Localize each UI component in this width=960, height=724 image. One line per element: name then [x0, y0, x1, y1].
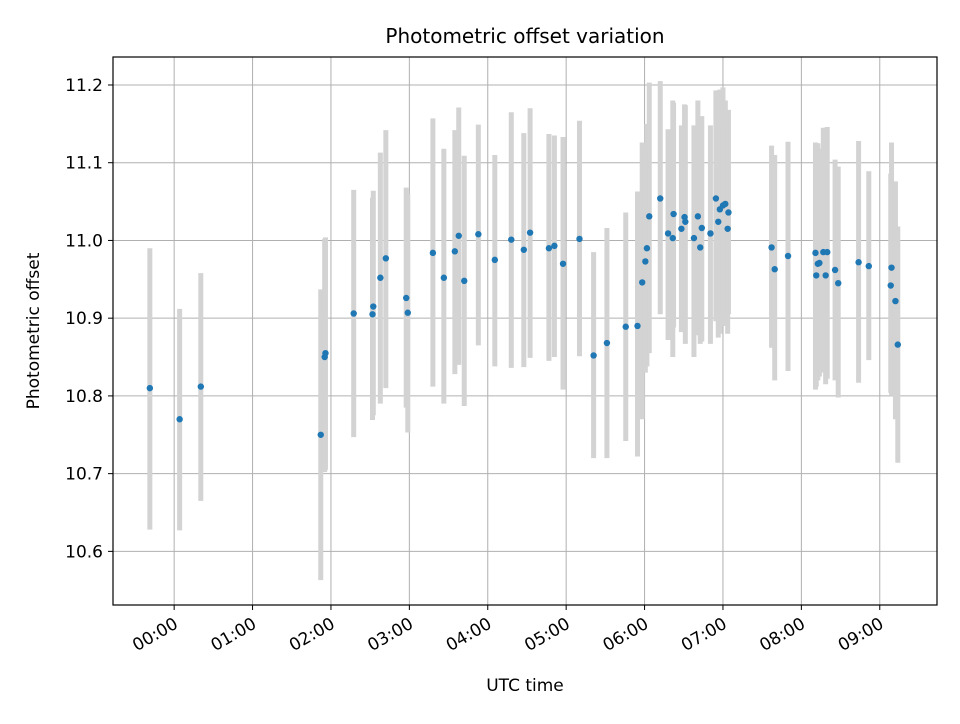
- data-point: [622, 323, 629, 330]
- data-point: [669, 234, 676, 242]
- data-point: [813, 272, 820, 279]
- data-point: [888, 264, 895, 271]
- y-tick-label: 10.7: [65, 465, 103, 485]
- data-point: [440, 274, 448, 281]
- data-point: [892, 297, 899, 305]
- data-point: [603, 339, 611, 347]
- data-point: [451, 248, 459, 255]
- data-point: [816, 259, 823, 267]
- data-point: [634, 322, 641, 330]
- data-point: [429, 249, 437, 257]
- data-point: [370, 303, 377, 310]
- y-tick-label: 11.2: [65, 76, 103, 96]
- data-point: [768, 244, 775, 251]
- data-point: [664, 230, 672, 237]
- data-point: [698, 224, 705, 232]
- data-point: [712, 195, 720, 202]
- data-point: [835, 279, 842, 287]
- data-point: [643, 245, 651, 252]
- data-point: [865, 262, 872, 270]
- data-point: [682, 218, 689, 225]
- data-points: [146, 195, 901, 438]
- data-point: [382, 255, 390, 262]
- data-point: [590, 352, 597, 359]
- data-point: [771, 266, 778, 273]
- data-point: [455, 232, 462, 239]
- data-point: [831, 266, 839, 274]
- data-point: [526, 229, 534, 236]
- data-point: [350, 310, 357, 317]
- data-point: [491, 256, 499, 264]
- data-point: [822, 272, 829, 279]
- data-point: [824, 248, 831, 256]
- data-point: [697, 244, 704, 251]
- data-point: [812, 249, 819, 257]
- data-point: [690, 234, 698, 242]
- data-point: [724, 225, 731, 232]
- plot-frame: [112, 56, 938, 606]
- data-point: [678, 225, 685, 232]
- data-point: [576, 235, 583, 243]
- data-point: [722, 200, 729, 208]
- y-tick-label: 10.9: [65, 309, 103, 329]
- y-axis-title: Photometric offset: [24, 252, 44, 409]
- y-tick-label: 10.8: [65, 387, 103, 407]
- data-point: [403, 294, 410, 302]
- data-point: [642, 258, 649, 265]
- data-point: [404, 309, 411, 316]
- data-point: [545, 245, 553, 252]
- data-point: [887, 282, 894, 289]
- data-point: [508, 236, 515, 243]
- data-point: [694, 213, 702, 220]
- data-point: [369, 311, 376, 318]
- data-point: [657, 195, 664, 202]
- x-axis-title: UTC time: [486, 676, 564, 696]
- data-point: [475, 231, 482, 238]
- data-point: [551, 242, 558, 250]
- data-point: [461, 277, 468, 285]
- data-point: [322, 349, 329, 357]
- data-point: [146, 384, 154, 392]
- data-point: [646, 213, 653, 220]
- y-tick-label: 11.0: [65, 231, 103, 251]
- data-point: [855, 259, 862, 266]
- data-point: [377, 274, 384, 281]
- data-point: [176, 416, 183, 423]
- data-point: [670, 210, 677, 218]
- data-point: [559, 260, 567, 267]
- data-point: [197, 383, 205, 390]
- data-point: [715, 218, 722, 225]
- y-tick-label: 10.6: [65, 542, 103, 562]
- y-tick-label: 11.1: [65, 154, 103, 174]
- data-point: [520, 246, 528, 253]
- data-point: [784, 252, 792, 260]
- data-point: [725, 209, 732, 216]
- chart-title: Photometric offset variation: [385, 24, 664, 48]
- data-point: [639, 279, 646, 286]
- data-point: [317, 431, 324, 438]
- data-point: [707, 230, 714, 237]
- data-point: [894, 341, 901, 348]
